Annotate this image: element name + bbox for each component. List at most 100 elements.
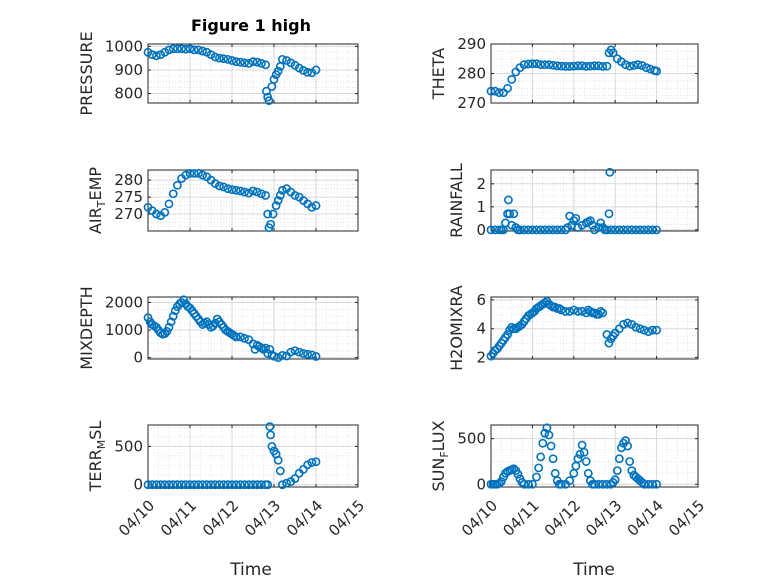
y-axis-label: SUNFLUX [429,420,451,491]
data-point [147,480,157,490]
data-point [625,61,635,71]
data-point [577,61,587,71]
data-point [298,349,308,358]
y-tick-label: 1 [476,198,486,216]
data-point [548,454,558,464]
data-point [185,44,195,54]
data-point [509,209,519,219]
data-point [627,225,637,235]
data-point [556,61,566,71]
data-point [202,480,212,490]
data-point [240,480,249,490]
data-point [639,479,649,489]
data-point [585,216,595,226]
data-point [214,53,224,63]
data-point [268,209,278,219]
data-point [219,54,228,64]
y-tick-label: 900 [114,61,143,79]
data-point [166,317,176,327]
data-point [160,329,170,339]
data-point [544,225,554,235]
data-point [275,466,285,476]
y-tick-label: 0 [476,475,486,493]
figure-title: Figure 1 high [191,16,311,35]
data-point [598,479,608,489]
data-point [633,60,643,70]
data-point [614,454,624,464]
data-point [286,347,296,357]
data-point [652,225,661,235]
data-point [565,62,575,71]
data-point [273,455,283,465]
data-point [189,45,199,55]
data-point [610,225,620,235]
data-point [294,347,304,357]
data-point [536,60,546,70]
data-point [143,480,153,490]
data-point [160,207,170,217]
data-point [275,191,285,200]
data-point [172,180,182,190]
data-point [240,333,249,343]
data-point [168,189,178,199]
y-axis-label: AIRTEMP [86,167,108,234]
panel-theta: 270 280 290 THETA [429,35,699,112]
data-point [585,61,595,71]
data-point [639,225,649,235]
data-point [231,185,241,195]
data-point [569,61,579,71]
y-axis-label: MIXDEPTH [77,286,96,369]
data-point [573,61,583,71]
data-point [198,170,207,180]
data-point [623,441,633,451]
data-point [639,325,649,335]
data-point [528,225,537,235]
data-point [266,430,276,440]
data-point [265,422,275,431]
data-point [164,199,174,209]
data-point [277,480,287,490]
data-point [290,191,300,200]
data-point [269,75,279,84]
data-point [490,225,500,235]
data-point [503,330,512,339]
data-point [266,219,276,229]
y-axis-label: THETA [429,48,448,100]
data-point [248,57,258,67]
y-axis-label: RAINFALL [447,163,466,238]
data-point [513,469,523,479]
axes-box [490,169,699,232]
data-point [235,57,245,67]
data-point [273,196,283,205]
data-point [261,60,270,70]
data-point [652,66,661,76]
data-point [156,480,165,490]
data-point [307,350,317,360]
data-point [164,322,174,332]
data-point [240,58,249,68]
data-point [590,61,599,71]
data-point [625,457,635,466]
data-point [223,54,233,64]
data-point [604,209,614,219]
data-point [277,351,287,360]
y-tick-label: 500 [457,430,486,448]
data-point [263,209,273,219]
data-point [168,311,178,321]
data-point [507,75,517,84]
data-point [565,307,575,316]
data-point [223,184,233,194]
data-point [602,61,612,71]
data-point [623,318,633,328]
data-point [240,187,249,197]
data-point [263,480,273,490]
data-point [252,187,262,197]
data-point [235,332,245,342]
data-point [311,201,321,210]
data-point [515,225,525,235]
data-point [606,225,616,235]
data-point [571,213,581,223]
data-point [505,209,515,219]
data-point [635,225,645,235]
data-point [151,51,161,61]
